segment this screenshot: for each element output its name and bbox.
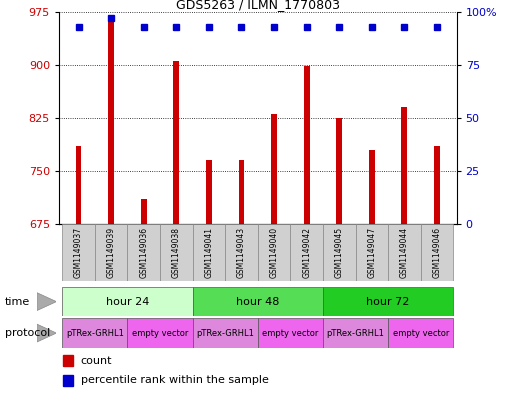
Text: GSM1149041: GSM1149041	[204, 227, 213, 278]
Bar	[95, 224, 127, 281]
Bar	[62, 224, 95, 281]
Bar	[62, 318, 127, 348]
Bar	[356, 224, 388, 281]
Text: time: time	[5, 297, 30, 307]
Text: pTRex-GRHL1: pTRex-GRHL1	[196, 329, 254, 338]
Bar	[127, 318, 192, 348]
Bar	[225, 224, 258, 281]
Bar	[323, 318, 388, 348]
Text: protocol: protocol	[5, 328, 50, 338]
Bar	[206, 160, 212, 224]
Bar	[173, 61, 179, 224]
Bar	[421, 224, 453, 281]
Text: empty vector: empty vector	[132, 329, 188, 338]
Text: hour 72: hour 72	[366, 297, 410, 307]
Bar	[434, 146, 440, 224]
Polygon shape	[37, 293, 56, 310]
Text: GSM1149046: GSM1149046	[432, 227, 442, 278]
Text: GSM1149039: GSM1149039	[107, 227, 115, 278]
Text: empty vector: empty vector	[262, 329, 319, 338]
Text: GSM1149037: GSM1149037	[74, 227, 83, 278]
Bar	[258, 224, 290, 281]
Bar	[337, 118, 342, 224]
Text: GSM1149042: GSM1149042	[302, 227, 311, 278]
Text: pTRex-GRHL1: pTRex-GRHL1	[327, 329, 384, 338]
Bar	[388, 318, 453, 348]
Bar	[258, 318, 323, 348]
Bar	[192, 318, 258, 348]
Text: hour 24: hour 24	[106, 297, 149, 307]
Bar	[323, 224, 356, 281]
Bar	[63, 355, 73, 366]
Bar	[160, 224, 192, 281]
Bar	[192, 287, 323, 316]
Bar	[239, 160, 244, 224]
Bar	[323, 287, 453, 316]
Bar	[290, 224, 323, 281]
Bar	[192, 224, 225, 281]
Text: percentile rank within the sample: percentile rank within the sample	[81, 375, 269, 386]
Bar	[63, 375, 73, 386]
Bar	[271, 114, 277, 224]
Text: count: count	[81, 356, 112, 366]
Text: hour 48: hour 48	[236, 297, 280, 307]
Title: GDS5263 / ILMN_1770803: GDS5263 / ILMN_1770803	[176, 0, 340, 11]
Text: pTRex-GRHL1: pTRex-GRHL1	[66, 329, 124, 338]
Bar	[75, 146, 82, 224]
Text: GSM1149036: GSM1149036	[139, 227, 148, 278]
Bar	[108, 19, 114, 224]
Polygon shape	[37, 324, 56, 342]
Text: GSM1149038: GSM1149038	[172, 227, 181, 278]
Bar	[369, 150, 375, 224]
Bar	[304, 66, 310, 224]
Text: GSM1149047: GSM1149047	[367, 227, 377, 278]
Bar	[127, 224, 160, 281]
Bar	[402, 107, 407, 224]
Bar	[62, 287, 192, 316]
Bar	[388, 224, 421, 281]
Text: empty vector: empty vector	[392, 329, 449, 338]
Text: GSM1149043: GSM1149043	[237, 227, 246, 278]
Text: GSM1149044: GSM1149044	[400, 227, 409, 278]
Bar	[141, 199, 147, 224]
Text: GSM1149040: GSM1149040	[269, 227, 279, 278]
Text: GSM1149045: GSM1149045	[335, 227, 344, 278]
